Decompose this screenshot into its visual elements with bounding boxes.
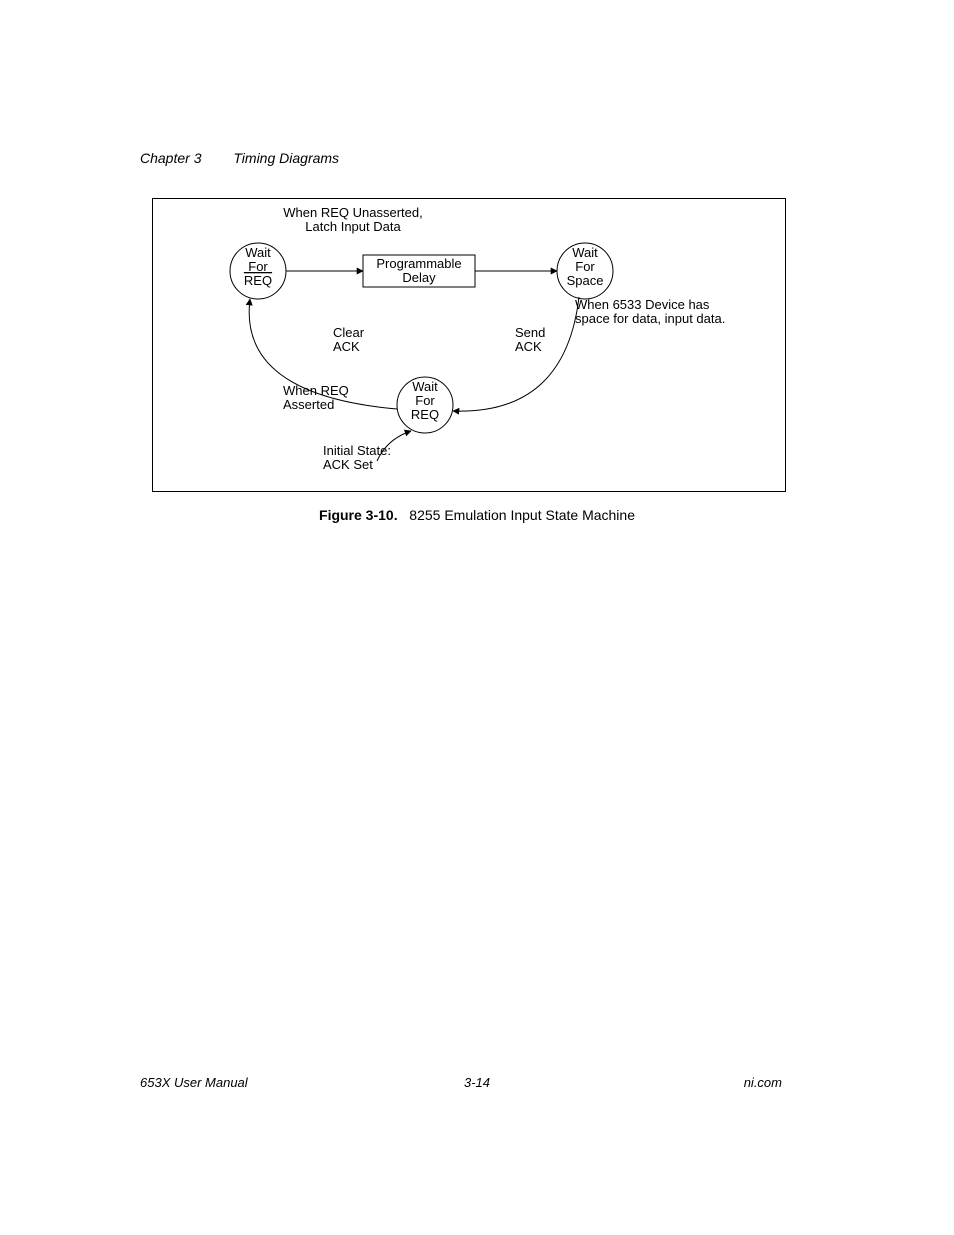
svg-text:Asserted: Asserted <box>283 397 334 412</box>
svg-text:When REQ: When REQ <box>283 383 349 398</box>
svg-text:Wait: Wait <box>245 245 271 260</box>
figure-caption: Figure 3-10. 8255 Emulation Input State … <box>0 507 954 523</box>
svg-text:When 6533 Device has: When 6533 Device has <box>575 297 710 312</box>
svg-text:Initial State:: Initial State: <box>323 443 391 458</box>
figure-frame: WaitForREQProgrammableDelayWaitForSpaceW… <box>152 198 786 492</box>
svg-text:Send: Send <box>515 325 545 340</box>
chapter-label: Chapter 3 <box>140 150 201 166</box>
svg-text:space for data, input data.: space for data, input data. <box>575 311 725 326</box>
svg-text:Delay: Delay <box>402 270 436 285</box>
footer-mid: 3-14 <box>140 1075 814 1090</box>
svg-text:For: For <box>575 259 595 274</box>
state-machine-diagram: WaitForREQProgrammableDelayWaitForSpaceW… <box>153 199 785 491</box>
figure-caption-text: 8255 Emulation Input State Machine <box>409 507 635 523</box>
svg-text:ACK: ACK <box>333 339 360 354</box>
figure-caption-label: Figure 3-10. <box>319 507 398 523</box>
footer-right: ni.com <box>744 1075 782 1090</box>
svg-text:Wait: Wait <box>572 245 598 260</box>
svg-text:Clear: Clear <box>333 325 365 340</box>
svg-text:For: For <box>415 393 435 408</box>
svg-text:Latch Input Data: Latch Input Data <box>305 219 401 234</box>
page: Chapter 3 Timing Diagrams WaitForREQProg… <box>0 0 954 1235</box>
svg-text:ACK: ACK <box>515 339 542 354</box>
svg-text:REQ: REQ <box>244 273 272 288</box>
svg-text:Wait: Wait <box>412 379 438 394</box>
svg-text:ACK Set: ACK Set <box>323 457 373 472</box>
page-header: Chapter 3 Timing Diagrams <box>140 150 339 166</box>
section-title: Timing Diagrams <box>233 150 339 166</box>
svg-text:Programmable: Programmable <box>376 256 461 271</box>
svg-text:When REQ Unasserted,: When REQ Unasserted, <box>283 205 422 220</box>
svg-text:Space: Space <box>567 273 604 288</box>
svg-text:For: For <box>248 259 268 274</box>
svg-text:REQ: REQ <box>411 407 439 422</box>
